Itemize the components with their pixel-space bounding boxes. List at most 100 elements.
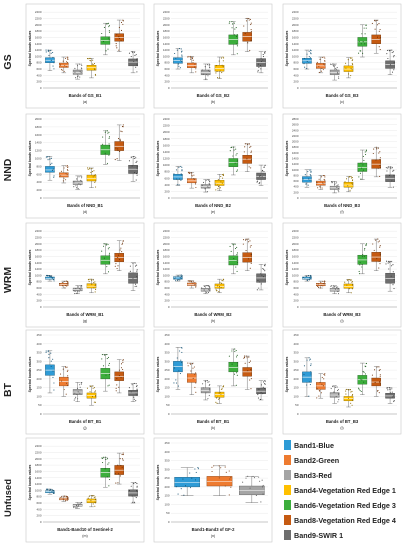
row-label-bt: BT xyxy=(2,382,14,397)
sample-point xyxy=(217,76,219,79)
sample-point xyxy=(323,373,325,375)
sample-point xyxy=(63,167,65,169)
sample-point xyxy=(108,262,110,264)
sample-point xyxy=(122,459,124,461)
sample-point xyxy=(322,385,324,387)
sample-point xyxy=(74,71,76,73)
sample-point xyxy=(120,367,123,369)
sample-point xyxy=(351,183,354,185)
sample-point xyxy=(80,502,82,504)
sample-point xyxy=(351,69,353,71)
sample-point xyxy=(324,280,326,282)
sample-point xyxy=(393,62,395,64)
row-label-wrm: WRM xyxy=(2,267,14,293)
sample-point xyxy=(348,288,350,290)
sample-point xyxy=(215,401,217,403)
y-tick-label: 250 xyxy=(164,368,169,372)
sample-point xyxy=(223,57,225,59)
sample-point xyxy=(208,70,210,72)
sample-point xyxy=(136,285,138,287)
sample-point xyxy=(318,71,320,73)
sample-point xyxy=(390,167,392,169)
sample-point xyxy=(335,386,337,389)
sample-point xyxy=(194,374,196,376)
sample-point xyxy=(177,493,179,495)
sample-point xyxy=(95,74,97,76)
y-tick-label: 1400 xyxy=(292,42,299,46)
sample-point xyxy=(179,277,181,279)
box-band2 xyxy=(316,56,326,74)
sample-point xyxy=(333,65,335,67)
sample-point xyxy=(180,59,182,61)
sample-point xyxy=(106,353,108,356)
sample-point xyxy=(388,387,391,389)
y-tick-label: 1200 xyxy=(35,267,42,271)
sample-point xyxy=(250,245,252,247)
y-tick-label: 0 xyxy=(297,196,299,200)
sample-point xyxy=(218,465,220,467)
box-band6 xyxy=(100,353,111,392)
y-tick-label: 200 xyxy=(164,80,169,84)
sample-point xyxy=(249,379,251,381)
y-tick-label: 400 xyxy=(36,342,41,346)
sample-point xyxy=(392,51,394,53)
box-iqr xyxy=(242,32,252,42)
sample-point xyxy=(202,69,204,71)
y-axis-label: Spectral bands values xyxy=(156,249,160,285)
sample-point xyxy=(118,254,120,256)
box-band4 xyxy=(343,176,354,192)
sample-point xyxy=(119,140,121,142)
sample-point xyxy=(324,64,326,66)
sample-point xyxy=(321,67,323,70)
legend-swatch xyxy=(284,470,291,480)
y-tick-label: 2400 xyxy=(163,229,170,233)
sample-point xyxy=(45,350,47,352)
sample-point xyxy=(66,495,69,498)
panel-f: 0200400600800100012001400160018002000220… xyxy=(282,113,402,219)
y-axis-label: Spectral bands values xyxy=(285,356,289,392)
y-axis-label: Spectral bands values xyxy=(156,356,160,392)
sample-point xyxy=(194,66,196,68)
sample-point xyxy=(81,285,83,287)
sample-point xyxy=(319,58,321,60)
sample-point xyxy=(219,397,221,399)
sample-point xyxy=(181,361,183,364)
sample-point xyxy=(116,267,118,270)
sample-point xyxy=(306,280,308,282)
box-band6 xyxy=(357,243,368,275)
sample-point xyxy=(136,269,138,271)
sample-point xyxy=(51,169,54,171)
sample-point xyxy=(307,278,309,281)
sample-point xyxy=(51,491,53,493)
sample-point xyxy=(117,464,119,466)
sample-point xyxy=(379,157,381,159)
sample-point xyxy=(190,370,192,372)
sample-point xyxy=(338,288,340,290)
y-tick-label: 150 xyxy=(36,386,41,390)
sample-point xyxy=(66,384,69,386)
y-tick-label: 1200 xyxy=(292,267,299,271)
sample-point xyxy=(349,176,351,178)
sample-point xyxy=(78,183,80,185)
sample-point xyxy=(119,259,121,261)
sample-point xyxy=(337,401,339,403)
sample-point xyxy=(346,279,348,281)
sample-point xyxy=(264,383,266,385)
sample-point xyxy=(305,275,307,277)
y-tick-label: 150 xyxy=(164,386,169,390)
sample-point xyxy=(195,471,197,473)
sample-point xyxy=(363,381,365,383)
sample-point xyxy=(60,175,62,177)
sample-point xyxy=(91,279,93,281)
sample-point xyxy=(93,287,95,289)
sample-point xyxy=(136,486,138,488)
sample-point xyxy=(244,362,246,364)
sample-point xyxy=(257,394,259,396)
sample-point xyxy=(250,388,252,390)
y-tick-label: 600 xyxy=(164,67,169,71)
sample-point xyxy=(247,258,250,260)
box-band4 xyxy=(86,57,97,79)
sample-point xyxy=(365,243,368,245)
sample-point xyxy=(64,366,67,368)
